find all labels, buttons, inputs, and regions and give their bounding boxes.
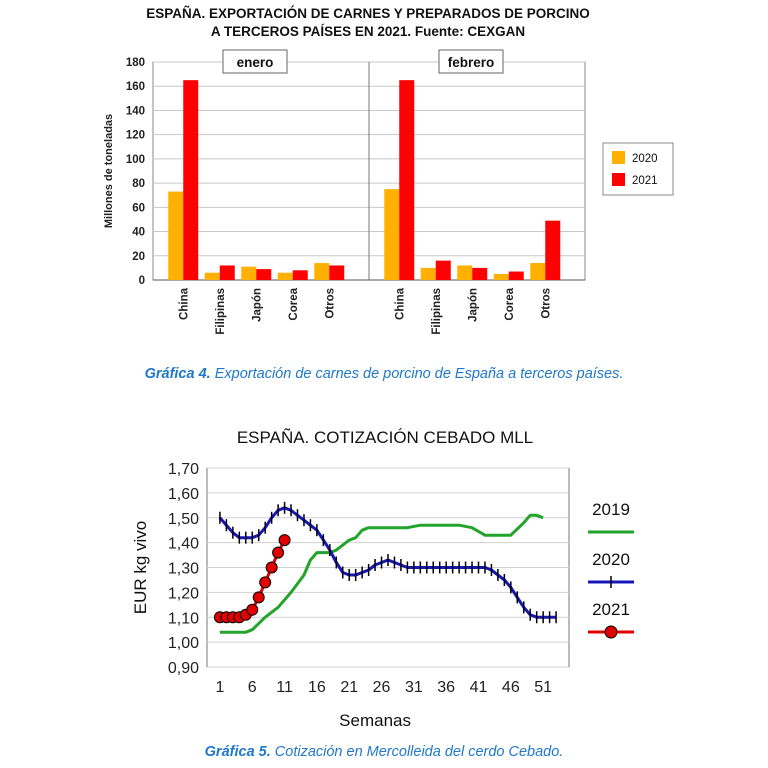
bar-2021	[508, 271, 524, 280]
y-tick-label: 1,50	[168, 511, 199, 528]
legend-label: 2019	[592, 500, 630, 519]
y-tick-label: 120	[126, 130, 145, 142]
bar-2020	[384, 189, 400, 280]
legend-swatch-2020	[612, 151, 625, 164]
bar-2021	[435, 260, 451, 280]
caption-text: Cotización en Mercolleida del cerdo Ceba…	[274, 744, 564, 760]
x-category-label: China	[178, 287, 190, 320]
x-tick-label: 6	[248, 679, 257, 696]
y-tick-label: 180	[126, 57, 145, 69]
x-tick-label: 16	[308, 679, 326, 696]
y-tick-label: 1,20	[168, 585, 199, 602]
x-tick-label: 11	[276, 679, 293, 696]
y-tick-label: 20	[132, 251, 145, 263]
x-category-label: Corea	[288, 287, 300, 320]
bar-2021	[472, 267, 488, 280]
x-category-label: Japón	[467, 288, 479, 322]
data-point-2021	[252, 591, 265, 604]
y-tick-label: 1,70	[168, 461, 199, 478]
legend-label: 2020	[592, 550, 630, 569]
bar-2020	[420, 267, 436, 280]
data-point-2021	[272, 546, 285, 559]
x-tick-label: 51	[534, 679, 552, 696]
bar-2021	[399, 80, 415, 281]
chart-title: ESPAÑA. EXPORTACIÓN DE CARNES Y PREPARAD…	[146, 6, 590, 21]
panel-label-box	[438, 49, 504, 74]
panel-label: enero	[237, 55, 274, 70]
export-bar-chart: ESPAÑA. EXPORTACIÓN DE CARNES Y PREPARAD…	[103, 6, 674, 335]
x-category-label: Japón	[251, 288, 263, 322]
legend-label: 2021	[592, 600, 630, 619]
x-category-label: Filipinas	[431, 288, 443, 335]
y-tick-label: 100	[126, 154, 145, 166]
bar-2021	[329, 265, 345, 280]
bar-2021	[256, 269, 272, 280]
price-line-chart: ESPAÑA. COTIZACIÓN CEBADO MLL 0,90 1,00 1,1…	[131, 428, 634, 730]
data-point-2021	[246, 603, 259, 616]
x-tick-label: 21	[340, 679, 358, 696]
bar-2020	[493, 273, 509, 280]
y-tick-label: 60	[132, 202, 145, 214]
panel-label-box	[222, 49, 288, 74]
y-axis-label: EUR kg vivo	[131, 521, 150, 615]
bar-2021	[219, 265, 235, 280]
y-tick-label: 160	[126, 81, 145, 93]
x-category-label: Filipinas	[215, 288, 227, 335]
bar-2020	[168, 191, 184, 280]
bar-2020	[277, 272, 293, 280]
bar-2021	[183, 80, 199, 281]
panel-label: febrero	[448, 55, 495, 70]
legend-label: 2020	[632, 153, 658, 165]
legend-label: 2021	[632, 175, 658, 187]
y-tick-label: 1,40	[168, 536, 199, 553]
bar-2021	[292, 270, 308, 280]
x-tick-label: 31	[405, 679, 423, 696]
bar-2020	[241, 266, 257, 280]
y-tick-label: 1,60	[168, 486, 199, 503]
caption-label: Gráfica 5.	[204, 744, 271, 760]
legend: 2020 2021	[602, 142, 674, 196]
caption-grafica-5: Gráfica 5. Cotización en Mercolleida del…	[0, 744, 768, 760]
y-axis-label: Millones de toneladas	[103, 114, 115, 228]
x-axis-label: Semanas	[339, 711, 411, 730]
bar-2021	[545, 220, 561, 280]
chart-subtitle: A TERCEROS PAÍSES EN 2021. Fuente: CEXGA…	[211, 24, 525, 39]
x-tick-label: 46	[502, 679, 520, 696]
data-point-2021	[265, 561, 278, 574]
x-category-label: China	[394, 287, 406, 320]
bar-2020	[457, 265, 473, 280]
y-tick-label: 80	[132, 178, 145, 190]
legend-swatch-2021	[612, 173, 625, 186]
bar-2020	[530, 263, 546, 280]
x-tick-label: 36	[437, 679, 455, 696]
y-tick-label: 1,30	[168, 561, 199, 578]
series-line-2019	[219, 513, 544, 634]
x-category-label: Otros	[540, 288, 552, 319]
y-tick-label: 40	[132, 227, 145, 239]
chart-title: ESPAÑA. COTIZACIÓN CEBADO MLL	[237, 428, 533, 447]
y-tick-label: 1,00	[168, 635, 199, 652]
legend-box	[602, 142, 674, 196]
legend: 2019 2020 2021	[588, 500, 634, 639]
y-tick-label: 0	[139, 275, 145, 287]
caption-grafica-4: Gráfica 4. Exportación de carnes de porc…	[0, 366, 768, 382]
x-tick-label: 41	[470, 679, 488, 696]
data-point-2021	[259, 576, 272, 589]
x-tick-label: 1	[215, 679, 224, 696]
y-tick-label: 1,10	[168, 610, 199, 627]
data-point-2021	[278, 534, 291, 547]
x-category-label: Corea	[504, 287, 516, 320]
bar-2020	[204, 272, 220, 280]
x-tick-label: 26	[373, 679, 391, 696]
y-tick-label: 140	[126, 105, 145, 117]
bar-2020	[314, 263, 330, 280]
y-tick-label: 0,90	[168, 660, 199, 677]
x-category-label: Otros	[324, 288, 336, 319]
caption-label: Gráfica 4.	[144, 366, 211, 382]
caption-text: Exportación de carnes de porcino de Espa…	[214, 366, 624, 382]
legend-marker-2021	[604, 625, 618, 639]
